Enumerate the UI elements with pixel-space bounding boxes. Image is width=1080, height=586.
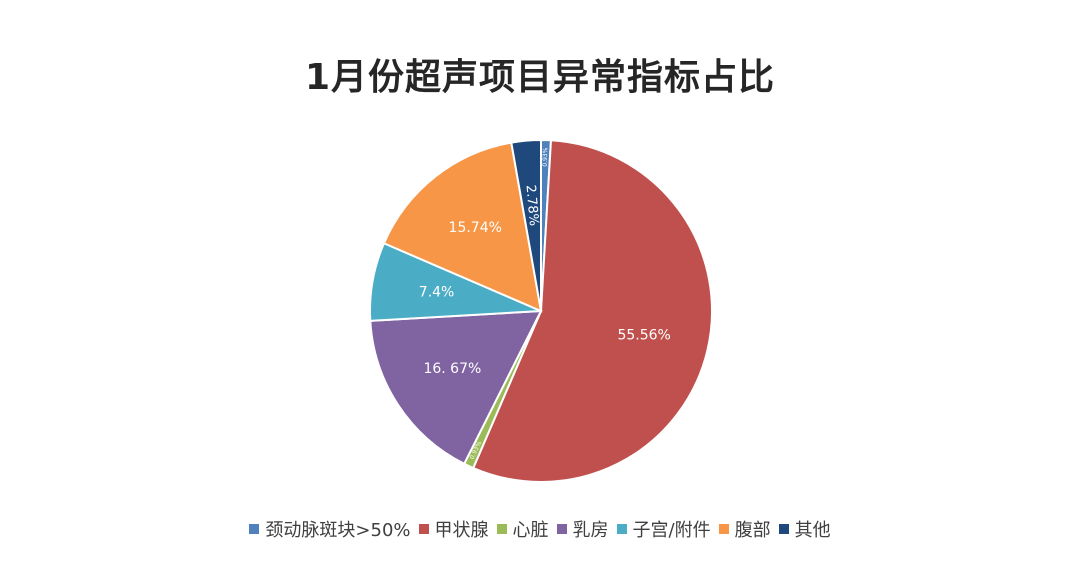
slice-data-label-3: 16. 67%	[423, 361, 481, 377]
legend-item-0: 颈动脉斑块>50%	[249, 516, 411, 542]
legend-swatch	[778, 524, 789, 534]
legend-swatch	[249, 524, 260, 534]
legend-swatch	[418, 524, 429, 534]
legend-swatch	[718, 524, 729, 534]
legend-label: 心脏	[512, 520, 549, 541]
legend-item-2: 心脏	[496, 516, 549, 542]
chart-legend: 颈动脉斑块>50% 甲状腺 心脏 乳房 子宫/附件 腹部 其他	[0, 516, 1080, 542]
pie-slice-3	[369, 309, 543, 466]
legend-label: 腹部	[734, 520, 771, 541]
legend-item-3: 乳房	[556, 516, 609, 542]
legend-item-5: 腹部	[718, 516, 771, 542]
legend-label: 乳房	[572, 520, 609, 541]
legend-item-6: 其他	[778, 516, 831, 542]
chart-title: 1月份超声项目异常指标占比	[304, 57, 776, 98]
legend-swatch	[556, 524, 567, 534]
pie-slice-6	[510, 138, 542, 312]
slice-data-label-0: 0.93%	[542, 147, 550, 167]
legend-label: 颈动脉斑块>50%	[265, 520, 411, 541]
legend-label: 子宫/附件	[632, 520, 711, 541]
slice-data-label-6: 2.78%	[522, 184, 541, 226]
legend-label: 其他	[794, 520, 831, 541]
legend-label: 甲状腺	[434, 520, 489, 541]
slice-data-label-5: 15.74%	[449, 220, 502, 236]
pie-slice-5	[382, 141, 543, 313]
slice-data-label-1: 55.56%	[617, 327, 670, 343]
slice-data-label-4: 7.4%	[419, 285, 455, 301]
legend-swatch	[616, 524, 627, 534]
legend-swatch	[496, 524, 507, 534]
legend-item-1: 甲状腺	[418, 516, 489, 542]
pie-slice-1	[471, 139, 713, 483]
legend-item-4: 子宫/附件	[616, 516, 711, 542]
